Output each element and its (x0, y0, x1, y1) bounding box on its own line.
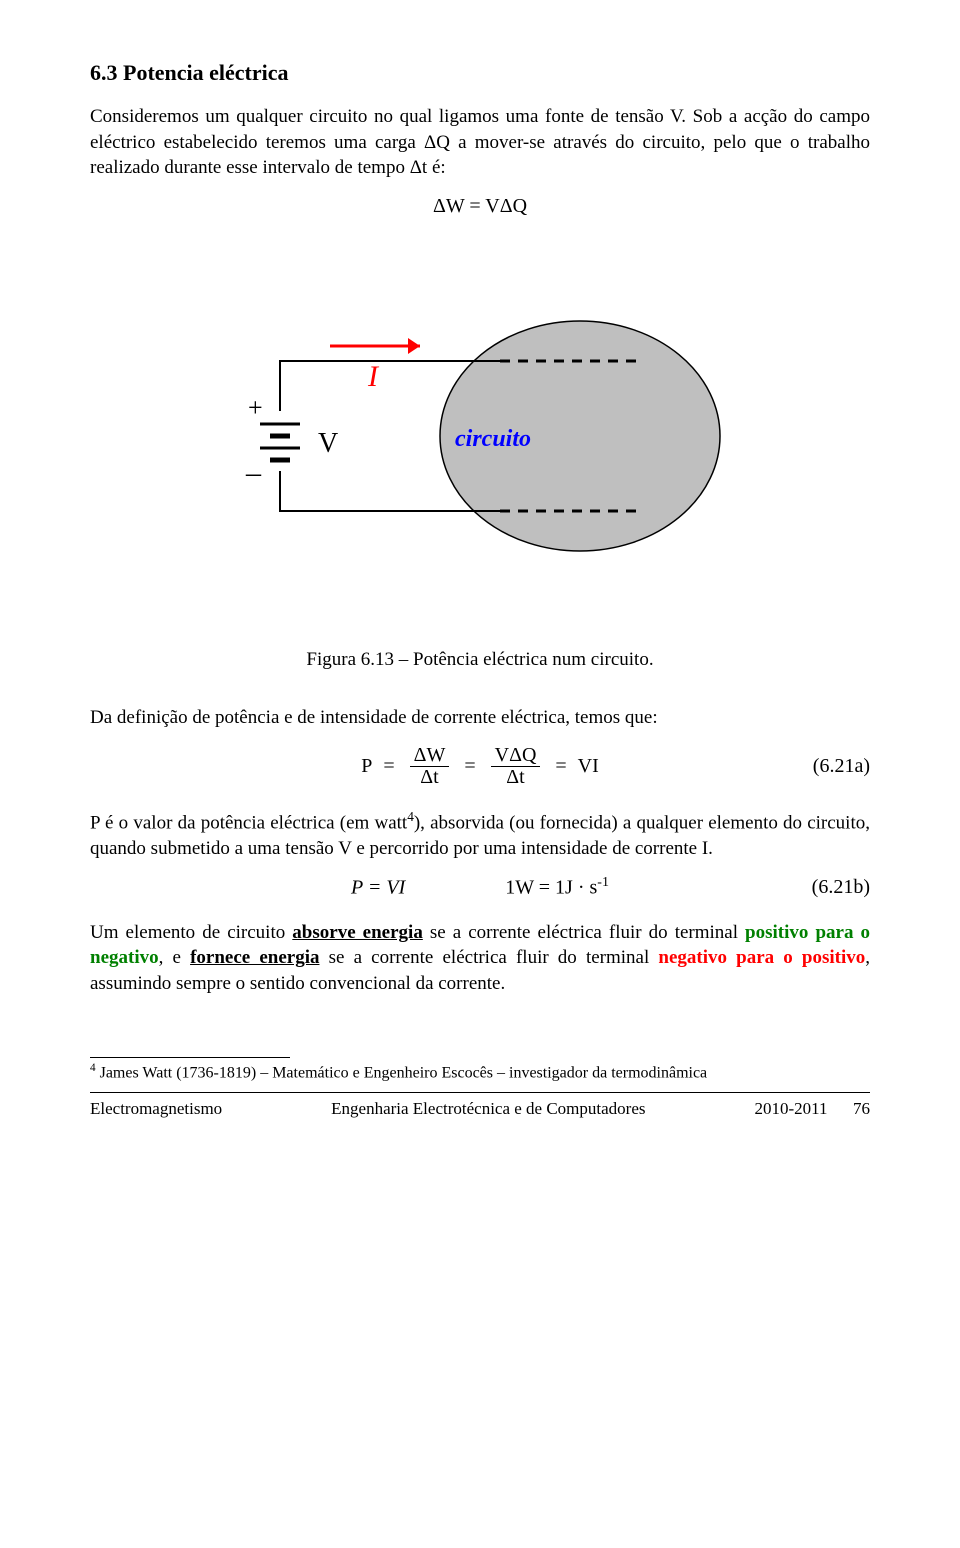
p4-fornece: fornece energia (190, 947, 319, 968)
footer-page: 76 (853, 1099, 870, 1118)
watt-para: P é o valor da potência eléctrica (em wa… (90, 808, 870, 862)
plus-label: + (248, 393, 263, 422)
eq-num1: ΔW (410, 745, 450, 767)
p4-d: se a corrente eléctrica fluir do termina… (319, 947, 658, 968)
equation-6-21b: P = VI 1W = 1J · s-1 (6.21b) (90, 875, 870, 900)
eq-VI: VI (578, 755, 599, 777)
circuito-label: circuito (455, 426, 531, 452)
eq-number-621a: (6.21a) (813, 755, 870, 778)
p3-sup: 4 (407, 809, 414, 824)
equation-deltaW: ΔW = VΔQ (90, 195, 870, 218)
eq-den1: Δt (410, 767, 450, 788)
eq-number-621b: (6.21b) (812, 876, 870, 899)
eq621b-right: 1W = 1J · s (505, 877, 597, 899)
p4-a: Um elemento de circuito (90, 922, 292, 943)
p4-absorve: absorve energia (292, 922, 423, 943)
footer-year: 2010-2011 (754, 1099, 827, 1118)
equation-6-21a: P = ΔW Δt = VΔQ Δt = VI (6.21a) (90, 745, 870, 788)
p4-c: , e (159, 947, 190, 968)
eq-P: P (361, 755, 372, 777)
p3-a: P é o valor da potência eléctrica (em wa… (90, 812, 407, 833)
footer-left: Electromagnetismo (90, 1099, 222, 1119)
eq621b-left: P = VI (351, 877, 405, 899)
current-label: I (367, 360, 380, 393)
voltage-label: V (318, 428, 338, 459)
footnote: 4 James Watt (1736-1819) – Matemático e … (90, 1062, 870, 1082)
footer-center: Engenharia Electrotécnica e de Computado… (331, 1099, 645, 1119)
minus-label: _ (245, 446, 262, 479)
section-heading: 6.3 Potencia eléctrica (90, 60, 870, 86)
eq-den2: Δt (491, 767, 541, 788)
footnote-text: James Watt (1736-1819) – Matemático e En… (96, 1064, 708, 1081)
p4-b: se a corrente eléctrica fluir do termina… (423, 922, 745, 943)
footnote-separator (90, 1057, 290, 1058)
page-footer: Electromagnetismo Engenharia Electrotécn… (90, 1099, 870, 1119)
circuit-svg: + _ V I circuito (220, 246, 740, 626)
eq-num2: VΔQ (491, 745, 541, 767)
definition-para: Da definição de potência e de intensidad… (90, 705, 870, 731)
figure-caption: Figura 6.13 – Potência eléctrica num cir… (90, 649, 870, 671)
p4-neg: negativo para o positivo (658, 947, 865, 968)
current-arrow-head (408, 338, 420, 354)
eq621b-exp: -1 (597, 875, 609, 890)
sign-convention-para: Um elemento de circuito absorve energia … (90, 920, 870, 997)
footer-line (90, 1092, 870, 1093)
intro-paragraph: Consideremos um qualquer circuito no qua… (90, 104, 870, 181)
figure-6-13: + _ V I circuito (90, 246, 870, 631)
